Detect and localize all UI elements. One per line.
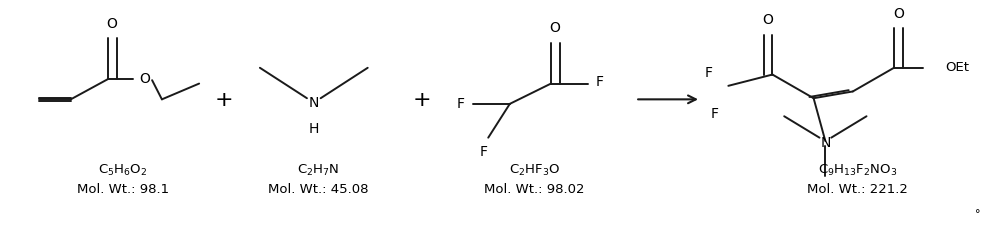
Text: Mol. Wt.: 98.02: Mol. Wt.: 98.02 [484, 182, 585, 195]
Text: O: O [106, 17, 117, 31]
Text: N: N [309, 95, 319, 109]
Text: O: O [762, 13, 773, 27]
Text: O: O [549, 21, 560, 35]
Text: C$_2$H$_7$N: C$_2$H$_7$N [297, 162, 340, 177]
Text: F: F [479, 144, 487, 158]
Text: H: H [309, 121, 319, 135]
Text: +: + [214, 90, 233, 110]
Text: N: N [820, 136, 831, 150]
Text: F: F [457, 96, 465, 110]
Text: O: O [893, 7, 904, 20]
Text: C$_9$H$_{13}$F$_2$NO$_3$: C$_9$H$_{13}$F$_2$NO$_3$ [818, 162, 897, 177]
Text: Mol. Wt.: 98.1: Mol. Wt.: 98.1 [77, 182, 169, 195]
Text: +: + [412, 90, 431, 110]
Text: Mol. Wt.: 221.2: Mol. Wt.: 221.2 [807, 182, 908, 195]
Text: C$_5$H$_6$O$_2$: C$_5$H$_6$O$_2$ [98, 162, 147, 177]
Text: °: ° [975, 208, 981, 218]
Text: F: F [705, 66, 713, 80]
Text: F: F [711, 106, 719, 120]
Text: OEt: OEt [945, 61, 969, 74]
Text: Mol. Wt.: 45.08: Mol. Wt.: 45.08 [268, 182, 369, 195]
Text: F: F [596, 75, 604, 89]
Text: C$_2$HF$_3$O: C$_2$HF$_3$O [509, 162, 560, 177]
Text: O: O [139, 72, 150, 86]
